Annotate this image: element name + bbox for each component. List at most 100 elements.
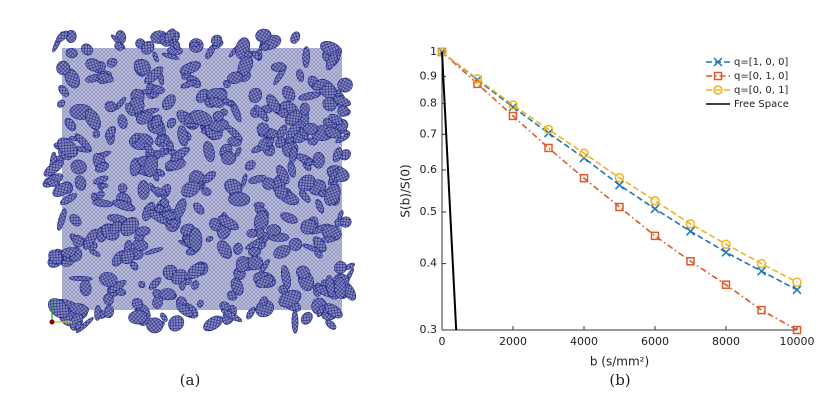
mesh-blob xyxy=(176,303,193,318)
mesh-blob xyxy=(55,30,69,43)
x-tick-label: 4000 xyxy=(570,335,598,348)
mesh-rendering xyxy=(42,28,357,334)
marker xyxy=(721,280,731,289)
marker xyxy=(686,257,695,266)
mesh-blob xyxy=(324,303,343,319)
marker xyxy=(792,325,802,335)
mesh-blob xyxy=(260,42,270,52)
mesh-blob xyxy=(180,79,197,89)
y-tick-label: 0.5 xyxy=(420,205,438,218)
mesh-blob xyxy=(221,151,237,165)
mesh-blob xyxy=(92,130,101,138)
mesh-blob xyxy=(290,31,301,44)
legend-label: q=[1, 0, 0] xyxy=(734,57,788,68)
marker xyxy=(614,173,625,183)
mesh-blob xyxy=(154,134,167,145)
mesh-blob xyxy=(256,122,270,136)
mesh-blob xyxy=(284,110,302,126)
y-tick-label: 0.7 xyxy=(420,127,438,140)
mesh-blob xyxy=(266,94,281,113)
mesh-blob xyxy=(189,227,203,252)
mesh-blob xyxy=(270,62,286,72)
mesh-blob xyxy=(337,105,350,117)
mesh-blob xyxy=(81,43,93,56)
mesh-blob xyxy=(324,184,341,206)
mesh-blob xyxy=(58,85,69,97)
mesh-blob xyxy=(189,41,201,48)
mesh-blob xyxy=(273,65,287,86)
mesh-blob xyxy=(181,180,201,198)
mesh-blob xyxy=(103,293,114,306)
marker xyxy=(615,202,624,212)
mesh-blob xyxy=(262,177,275,190)
mesh-blob xyxy=(224,178,243,196)
mesh-blob xyxy=(244,160,256,171)
mesh-blob xyxy=(68,275,93,282)
mesh-blob xyxy=(337,77,353,93)
marker xyxy=(579,173,589,183)
mesh-blob xyxy=(137,180,150,200)
series-line xyxy=(441,51,798,283)
mesh-blob xyxy=(316,304,325,318)
mesh-blob xyxy=(57,208,67,231)
x-tick-label: 0 xyxy=(439,335,446,348)
mesh-blob xyxy=(248,174,267,184)
y-axis-label: S(b)/S(0) xyxy=(399,164,413,217)
mesh-blob xyxy=(135,111,153,125)
mesh-blob xyxy=(266,137,275,148)
mesh-blob xyxy=(259,259,270,274)
mesh-blob xyxy=(187,262,205,279)
mesh-blob xyxy=(141,40,155,55)
mesh-blob xyxy=(135,226,151,237)
mesh-blob xyxy=(92,199,114,208)
mesh-blob xyxy=(159,198,170,208)
mesh-blob xyxy=(151,85,165,95)
y-tick-label: 1 xyxy=(430,45,437,58)
mesh-blob xyxy=(69,214,82,227)
mesh-blob xyxy=(159,288,176,301)
mesh-blob xyxy=(246,306,256,320)
mesh-blob xyxy=(133,58,151,75)
marker xyxy=(685,226,696,236)
caption: (a) xyxy=(180,371,201,389)
mesh-blob xyxy=(43,159,64,177)
marker xyxy=(614,180,625,190)
mesh-blob xyxy=(211,34,223,46)
mesh-blob xyxy=(227,71,243,84)
mesh-blob xyxy=(325,319,337,330)
marker xyxy=(792,285,802,295)
mesh-blob xyxy=(302,243,320,253)
x-axis-label: b (s/mm²) xyxy=(590,355,649,369)
caption: (b) xyxy=(609,371,630,389)
mesh-blob xyxy=(144,247,164,255)
mesh-blob xyxy=(248,87,263,103)
mesh-blob xyxy=(335,134,350,144)
y-tick-label: 0.3 xyxy=(420,323,438,336)
mesh-blob xyxy=(191,280,200,290)
mesh-blob xyxy=(273,245,291,259)
mesh-blob xyxy=(177,125,189,147)
mesh-blob xyxy=(328,114,343,126)
marker xyxy=(472,74,483,84)
mesh-blob xyxy=(68,303,89,315)
mesh-blob xyxy=(233,242,243,255)
x-tick-label: 2000 xyxy=(499,335,527,348)
mesh-blob xyxy=(161,210,177,220)
mesh-blob xyxy=(114,42,125,51)
mesh-blob xyxy=(296,265,310,279)
mesh-blob xyxy=(257,241,267,250)
mesh-blob xyxy=(70,159,87,175)
mesh-blob xyxy=(128,132,141,145)
marker xyxy=(721,239,731,249)
mesh-blob xyxy=(95,162,109,173)
mesh-blob xyxy=(47,298,70,319)
mesh-blob xyxy=(321,236,337,243)
mesh-blob xyxy=(150,186,168,196)
mesh-blob xyxy=(201,187,212,196)
mesh-blob xyxy=(138,280,146,289)
mesh-blob xyxy=(327,167,339,186)
series-line xyxy=(441,51,798,331)
mesh-blob xyxy=(251,50,261,60)
mesh-blob xyxy=(298,190,311,203)
